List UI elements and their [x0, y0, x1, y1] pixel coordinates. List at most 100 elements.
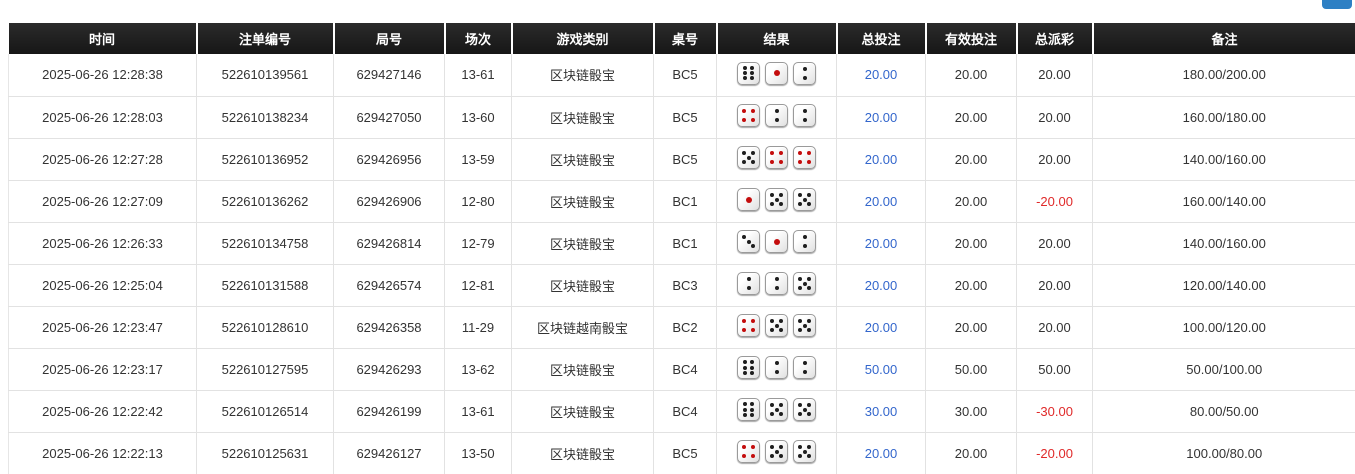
- cell-valid-bet: 20.00: [925, 432, 1017, 474]
- die-pip: [797, 202, 802, 207]
- cell-bet-id: 522610136952: [196, 138, 334, 181]
- col-header-total-payout: 总派彩: [1016, 23, 1094, 54]
- die-pip: [769, 402, 774, 407]
- cell-session: 13-61: [444, 54, 512, 97]
- cell-total-bet[interactable]: 20.00: [836, 180, 926, 223]
- cell-bet-id: 522610127595: [196, 348, 334, 391]
- die-pip: [742, 319, 747, 324]
- die-2-icon: [765, 272, 788, 295]
- die-pip: [779, 402, 784, 407]
- cell-bet-id: 522610125631: [196, 432, 334, 474]
- die-pip: [742, 71, 747, 76]
- die-1-icon: [737, 188, 760, 211]
- cell-valid-bet: 20.00: [925, 180, 1017, 223]
- die-4-icon: [765, 146, 788, 169]
- header-row: 时间 注单编号 局号 场次 游戏类别 桌号 结果 总投注 有效投注 总派彩 备注: [8, 23, 1355, 54]
- dice-result: [737, 272, 816, 295]
- die-pip: [750, 76, 755, 81]
- cell-result: [716, 96, 837, 139]
- cell-valid-bet: 20.00: [925, 96, 1017, 139]
- die-pip: [774, 449, 779, 454]
- table-row: 2025-06-26 12:27:28 522610136952 6294269…: [8, 138, 1355, 181]
- col-header-total-bet: 总投注: [836, 23, 927, 54]
- cell-table-no: BC4: [653, 390, 717, 433]
- die-pip: [807, 276, 812, 281]
- cell-total-bet[interactable]: 20.00: [836, 96, 926, 139]
- top-button-fragment[interactable]: [1322, 0, 1352, 9]
- cell-session: 11-29: [444, 306, 512, 349]
- col-header-round-id: 局号: [333, 23, 446, 54]
- die-pip: [742, 412, 747, 417]
- die-pip: [750, 319, 755, 324]
- cell-round-id: 629426358: [333, 306, 445, 349]
- die-pip: [742, 445, 747, 450]
- cell-total-bet[interactable]: 50.00: [836, 348, 926, 391]
- table-row: 2025-06-26 12:28:03 522610138234 6294270…: [8, 96, 1355, 139]
- cell-time: 2025-06-26 12:22:42: [8, 390, 197, 433]
- table-row: 2025-06-26 12:28:38 522610139561 6294271…: [8, 54, 1355, 97]
- cell-round-id: 629426293: [333, 348, 445, 391]
- die-pip: [769, 412, 774, 417]
- cell-time: 2025-06-26 12:27:28: [8, 138, 197, 181]
- cell-session: 13-50: [444, 432, 512, 474]
- cell-bet-id: 522610134758: [196, 222, 334, 265]
- cell-game-type: 区块链骰宝: [511, 54, 654, 97]
- die-pip: [797, 192, 802, 197]
- cell-session: 12-81: [444, 264, 512, 307]
- cell-result: [716, 54, 837, 97]
- cell-bet-id: 522610126514: [196, 390, 334, 433]
- table-row: 2025-06-26 12:23:47 522610128610 6294263…: [8, 306, 1355, 349]
- col-header-time: 时间: [8, 23, 198, 54]
- die-pip: [797, 286, 802, 291]
- die-pip: [769, 202, 774, 207]
- cell-game-type: 区块链骰宝: [511, 138, 654, 181]
- cell-round-id: 629426199: [333, 390, 445, 433]
- cell-game-type: 区块链骰宝: [511, 348, 654, 391]
- cell-total-bet[interactable]: 20.00: [836, 138, 926, 181]
- dice-result: [737, 356, 816, 379]
- die-pip: [769, 444, 774, 449]
- die-pip: [750, 66, 755, 71]
- die-pip: [770, 151, 775, 156]
- die-pip: [750, 71, 755, 76]
- cell-remark: 140.00/160.00: [1092, 222, 1355, 265]
- die-pip: [774, 360, 779, 365]
- cell-total-bet[interactable]: 20.00: [836, 222, 926, 265]
- cell-total-bet[interactable]: 20.00: [836, 264, 926, 307]
- cell-total-bet[interactable]: 20.00: [836, 54, 926, 97]
- die-pip: [797, 454, 802, 459]
- die-pip: [774, 108, 779, 113]
- cell-total-payout: 20.00: [1016, 138, 1093, 181]
- die-pip: [742, 453, 747, 458]
- die-pip: [750, 407, 755, 412]
- cell-result: [716, 138, 837, 181]
- cell-total-bet[interactable]: 20.00: [836, 306, 926, 349]
- die-pip: [774, 286, 779, 291]
- die-6-icon: [737, 356, 760, 379]
- die-pip: [807, 286, 812, 291]
- die-pip: [802, 118, 807, 123]
- cell-total-payout: 20.00: [1016, 306, 1093, 349]
- die-pip: [750, 360, 755, 365]
- cell-table-no: BC1: [653, 222, 717, 265]
- cell-remark: 120.00/140.00: [1092, 264, 1355, 307]
- die-pip: [797, 328, 802, 333]
- cell-total-bet[interactable]: 20.00: [836, 432, 926, 474]
- die-pip: [742, 76, 747, 81]
- cell-time: 2025-06-26 12:28:03: [8, 96, 197, 139]
- cell-valid-bet: 20.00: [925, 54, 1017, 97]
- die-pip: [751, 160, 756, 165]
- col-header-valid-bet: 有效投注: [925, 23, 1018, 54]
- cell-bet-id: 522610136262: [196, 180, 334, 223]
- die-pip: [778, 159, 783, 164]
- cell-result: [716, 264, 837, 307]
- table-row: 2025-06-26 12:22:13 522610125631 6294261…: [8, 432, 1355, 474]
- cell-round-id: 629426906: [333, 180, 445, 223]
- die-pip: [806, 159, 811, 164]
- cell-game-type: 区块链骰宝: [511, 264, 654, 307]
- cell-round-id: 629426956: [333, 138, 445, 181]
- die-pip: [798, 151, 803, 156]
- cell-total-bet[interactable]: 30.00: [836, 390, 926, 433]
- die-pip: [807, 192, 812, 197]
- cell-table-no: BC5: [653, 138, 717, 181]
